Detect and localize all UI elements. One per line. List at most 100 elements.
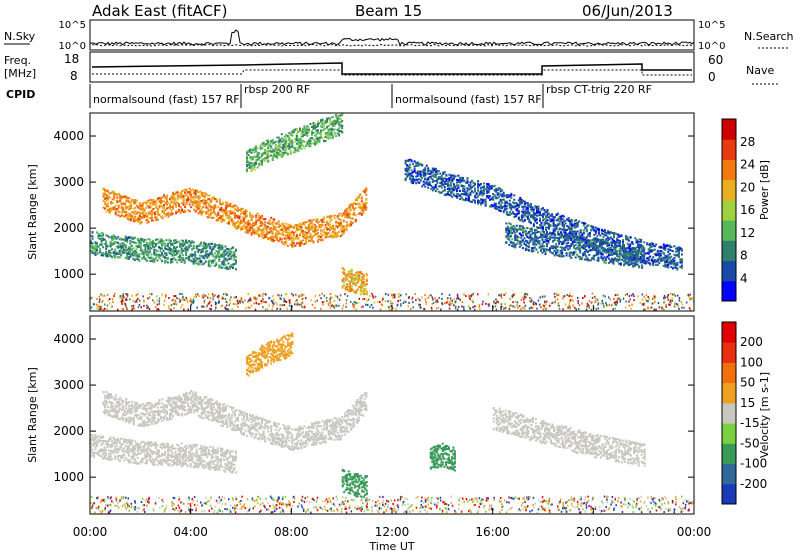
data-cell (137, 221, 139, 223)
data-cell (140, 245, 142, 247)
beam-title: Beam 15 (355, 2, 422, 20)
data-cell (163, 204, 165, 206)
data-cell (517, 237, 519, 239)
data-cell (199, 263, 201, 265)
data-cell (332, 225, 334, 227)
data-cell (183, 198, 185, 200)
data-cell (224, 264, 226, 266)
data-cell (135, 249, 137, 251)
data-cell (356, 200, 358, 202)
data-cell (255, 163, 257, 165)
data-cell (168, 216, 170, 218)
data-cell (119, 256, 121, 258)
data-cell (320, 236, 322, 238)
data-cell (206, 247, 208, 249)
data-cell (533, 209, 535, 211)
data-cell (116, 238, 118, 240)
data-cell (595, 233, 597, 235)
data-cell (539, 220, 541, 222)
data-cell (411, 159, 413, 161)
data-cell (663, 253, 665, 255)
data-cell (544, 209, 546, 211)
data-cell (436, 188, 438, 190)
data-cell (165, 209, 167, 211)
data-cell (335, 114, 337, 116)
data-cell (310, 145, 312, 147)
data-cell (184, 210, 186, 212)
data-cell (627, 236, 629, 238)
data-cell (246, 215, 248, 217)
data-cell (177, 192, 179, 194)
data-cell (185, 254, 187, 256)
data-cell (331, 219, 333, 221)
data-cell (457, 175, 459, 177)
data-cell (451, 196, 453, 198)
data-cell (351, 271, 353, 273)
data-cell (451, 191, 453, 193)
data-cell (667, 251, 669, 253)
data-cell (214, 207, 216, 209)
data-cell (474, 188, 476, 190)
data-cell (547, 219, 549, 221)
data-cell (299, 233, 301, 235)
data-cell (226, 210, 228, 212)
data-cell (349, 206, 351, 208)
data-cell (331, 132, 333, 134)
data-cell (103, 196, 105, 198)
data-cell (202, 250, 204, 252)
data-cell (162, 215, 164, 217)
data-cell (229, 268, 231, 270)
data-cell (313, 122, 315, 124)
nsearch-tick-top: 10^5 (698, 20, 725, 31)
data-cell (166, 204, 168, 206)
data-cell (113, 195, 115, 197)
data-cell (509, 211, 511, 213)
data-cell (209, 265, 211, 267)
data-cell (660, 253, 662, 255)
data-cell (359, 194, 361, 196)
data-cell (577, 225, 579, 227)
data-cell (216, 201, 218, 203)
data-cell (212, 248, 214, 250)
data-cell (485, 203, 487, 205)
data-cell (313, 132, 315, 134)
data-cell (152, 199, 154, 201)
data-cell (189, 210, 191, 212)
data-cell (488, 191, 490, 193)
data-cell (138, 256, 140, 258)
data-cell (285, 242, 287, 244)
data-cell (143, 210, 145, 212)
data-cell (524, 219, 526, 221)
data-cell (294, 245, 296, 247)
data-cell (329, 229, 331, 231)
data-cell (296, 133, 298, 135)
data-cell (195, 211, 197, 213)
data-cell (311, 238, 313, 240)
data-cell (220, 207, 222, 209)
data-cell (276, 156, 278, 158)
data-cell (190, 245, 192, 247)
data-cell (156, 250, 158, 252)
data-cell (107, 202, 109, 204)
data-cell (350, 224, 352, 226)
data-cell (116, 197, 118, 199)
data-cell (176, 246, 178, 248)
data-cell (305, 241, 307, 243)
data-cell (190, 199, 192, 201)
data-cell (506, 211, 508, 213)
data-cell (541, 222, 543, 224)
data-cell (581, 234, 583, 236)
data-cell (288, 137, 290, 139)
data-cell (351, 269, 353, 271)
nsky-tick-top: 10^5 (59, 20, 86, 31)
data-cell (235, 256, 237, 258)
data-cell (589, 232, 591, 234)
data-cell (640, 241, 642, 243)
data-cell (334, 215, 336, 217)
data-cell (195, 194, 197, 196)
data-cell (110, 252, 112, 254)
data-cell (544, 214, 546, 216)
data-cell (462, 178, 464, 180)
data-cell (467, 180, 469, 182)
data-cell (273, 240, 275, 242)
